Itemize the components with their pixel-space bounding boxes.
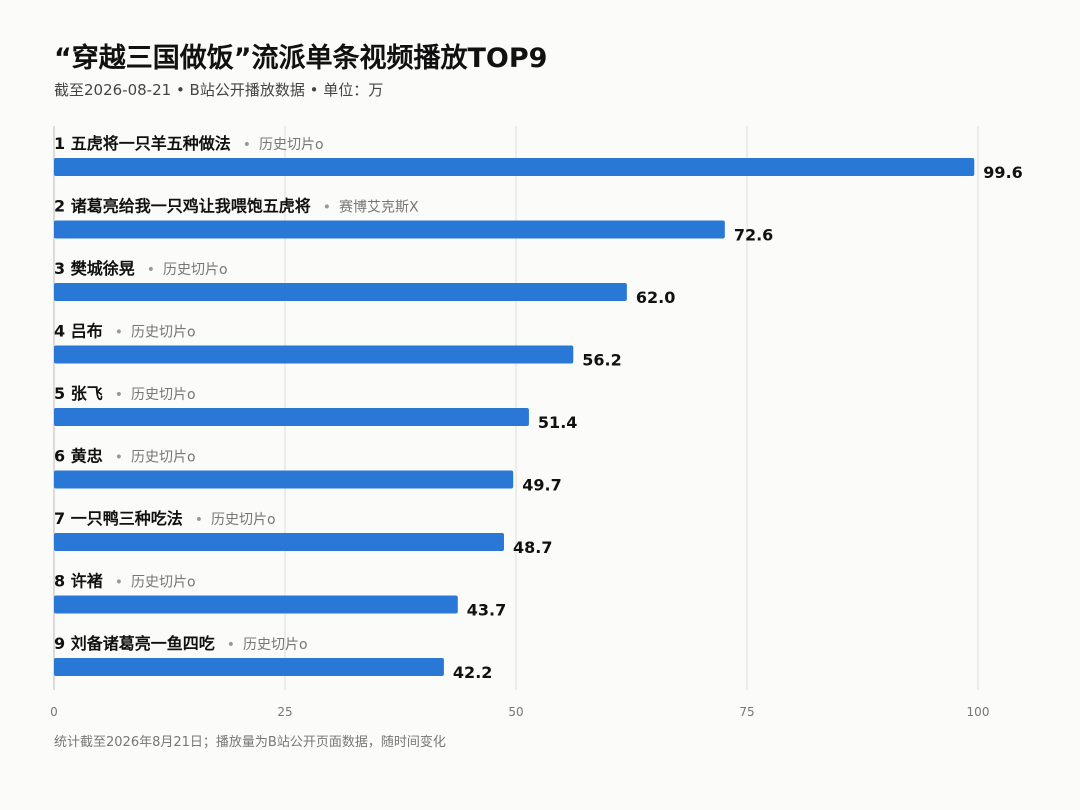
row-label: 2 诸葛亮给我一只鸡让我喂饱五虎将 • 赛博艾克斯X [54,197,419,216]
row-source: 赛博艾克斯X [339,199,419,216]
row-source: 历史切片o [131,450,196,466]
x-tick-label: 75 [739,705,754,719]
row-title: 6 黄忠 [54,447,103,466]
row-title: 1 五虎将一只羊五种做法 [54,134,231,153]
bar [54,470,514,489]
row-label: 1 五虎将一只羊五种做法 • 历史切片o [54,134,324,153]
bar-value-label: 51.4 [538,413,577,432]
bar [54,220,725,239]
bar-value-label: 49.7 [522,476,561,495]
bar-row: 5 张飞 • 历史切片o 51.4 [54,384,577,432]
row-source: 历史切片o [211,512,276,528]
row-title: 4 吕布 [54,322,103,341]
bar-rows: 1 五虎将一只羊五种做法 • 历史切片o 99.6 2 诸葛亮给我一只鸡让我喂饱五虎将 •… [54,134,1023,682]
row-separator: • [227,637,235,653]
bar-row: 6 黄忠 • 历史切片o 49.7 [54,447,562,495]
bar [54,158,975,176]
row-source: 历史切片o [259,137,324,153]
bar-row: 2 诸葛亮给我一只鸡让我喂饱五虎将 • 赛博艾克斯X 72.6 [54,197,773,245]
bar [54,533,504,551]
row-label: 9 刘备诸葛亮一鱼四吃 • 历史切片o [54,634,308,653]
bar-row: 3 樊城徐晃 • 历史切片o 62.0 [54,259,675,307]
row-separator: • [323,200,331,216]
row-title: 9 刘备诸葛亮一鱼四吃 [54,634,215,653]
row-label: 3 樊城徐晃 • 历史切片o [54,259,228,278]
bar [54,345,574,364]
bar-value-label: 42.2 [453,663,492,682]
chart-subtitle: 截至2026-08-21 • B站公开播放数据 • 单位：万 [54,81,384,99]
row-separator: • [115,450,123,466]
row-title: 7 一只鸭三种吃法 [54,509,183,528]
bar-row: 9 刘备诸葛亮一鱼四吃 • 历史切片o 42.2 [54,634,492,682]
row-source: 历史切片o [131,325,196,341]
bar-value-label: 48.7 [513,538,552,557]
row-separator: • [243,137,251,153]
x-tick-label: 50 [508,705,523,719]
footnote: 统计截至2026年8月21日；播放量为B站公开页面数据，随时间变化 [54,735,446,750]
row-title: 8 许褚 [54,572,103,591]
row-source: 历史切片o [131,387,196,403]
row-separator: • [195,512,203,528]
row-separator: • [115,325,123,341]
chart-title: “穿越三国做饭”流派单条视频播放TOP9 [54,43,548,74]
bar-value-label: 56.2 [582,351,621,370]
x-tick-label: 0 [50,705,58,719]
bar [54,408,529,426]
x-tick-label: 100 [967,705,990,719]
row-label: 8 许褚 • 历史切片o [54,572,196,591]
row-source: 历史切片o [131,575,196,591]
x-axis-ticks: 0 25 50 75 100 [50,705,989,719]
row-separator: • [147,262,155,278]
bar-row: 4 吕布 • 历史切片o 56.2 [54,322,622,370]
x-tick-label: 25 [277,705,292,719]
row-separator: • [115,387,123,403]
row-label: 4 吕布 • 历史切片o [54,322,196,341]
row-label: 7 一只鸭三种吃法 • 历史切片o [54,509,276,528]
bar [54,595,458,614]
row-separator: • [115,575,123,591]
bar-value-label: 72.6 [734,226,773,245]
row-title: 3 樊城徐晃 [54,259,135,278]
row-source: 历史切片o [163,262,228,278]
bar-row: 1 五虎将一只羊五种做法 • 历史切片o 99.6 [54,134,1023,182]
bar [54,658,444,676]
bar [54,283,627,301]
row-title: 5 张飞 [54,384,103,403]
row-title: 2 诸葛亮给我一只鸡让我喂饱五虎将 [54,197,311,216]
row-label: 6 黄忠 • 历史切片o [54,447,196,466]
bar-value-label: 62.0 [636,288,675,307]
row-source: 历史切片o [243,637,308,653]
bar-row: 7 一只鸭三种吃法 • 历史切片o 48.7 [54,509,552,557]
row-label: 5 张飞 • 历史切片o [54,384,196,403]
bar-value-label: 99.6 [983,163,1022,182]
bar-value-label: 43.7 [467,601,506,620]
bar-row: 8 许褚 • 历史切片o 43.7 [54,572,506,620]
